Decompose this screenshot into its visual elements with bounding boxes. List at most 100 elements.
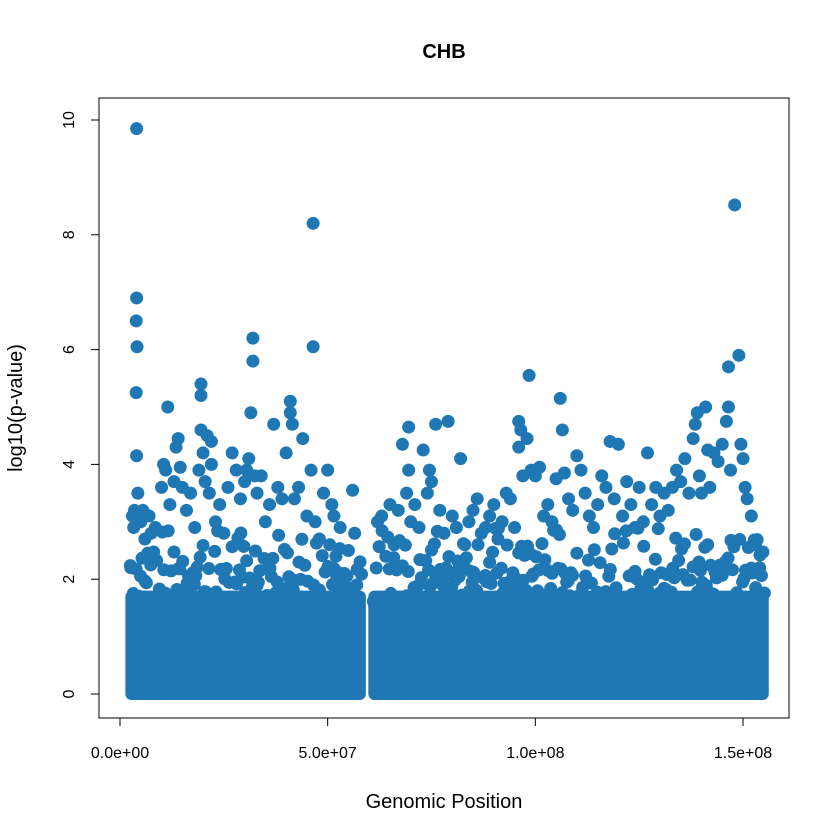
data-point <box>244 406 258 420</box>
data-point <box>233 492 247 506</box>
dense-point <box>128 613 142 627</box>
data-point <box>682 486 696 500</box>
dense-point <box>240 554 254 568</box>
data-point <box>632 480 646 494</box>
data-point <box>279 446 293 460</box>
dense-point <box>502 621 516 635</box>
chart-title: CHB <box>422 41 465 63</box>
dense-point <box>557 600 571 614</box>
data-point <box>204 434 218 448</box>
dense-point <box>401 565 415 579</box>
dense-point <box>683 573 697 587</box>
data-point <box>640 446 654 460</box>
dense-point <box>221 599 235 613</box>
dense-point <box>481 611 495 625</box>
data-point <box>308 515 322 529</box>
dense-point <box>635 614 649 628</box>
dense-point <box>474 590 488 604</box>
dense-point <box>608 527 622 541</box>
dense-point <box>203 623 217 637</box>
dense-point <box>266 551 280 565</box>
dense-point <box>605 542 619 556</box>
data-point <box>429 417 443 431</box>
data-point <box>395 437 409 451</box>
dense-point <box>403 629 417 643</box>
data-point <box>470 492 484 506</box>
data-point <box>275 492 289 506</box>
dense-point <box>167 545 181 559</box>
data-point <box>196 446 210 460</box>
data-point <box>184 486 198 500</box>
dense-point <box>190 560 204 574</box>
data-point <box>545 515 559 529</box>
dense-point <box>459 551 473 565</box>
dense-point <box>304 590 318 604</box>
data-point <box>350 578 364 592</box>
dense-point <box>609 581 623 595</box>
data-point <box>130 449 144 463</box>
dense-point <box>212 607 226 621</box>
data-point <box>242 452 256 466</box>
data-point <box>586 521 600 535</box>
dense-point <box>471 538 485 552</box>
data-point <box>173 460 187 474</box>
dense-point <box>132 589 146 603</box>
dense-point <box>237 539 251 553</box>
dense-point <box>196 539 210 553</box>
dense-point <box>420 590 434 604</box>
data-point <box>250 486 264 500</box>
dense-data-band <box>123 521 771 700</box>
dense-point <box>161 524 175 538</box>
dense-point <box>752 622 766 636</box>
dense-block-2 <box>368 590 769 700</box>
dense-point <box>202 562 216 576</box>
data-point <box>263 498 277 512</box>
dense-point <box>538 553 552 567</box>
x-axis: 0.0e+00 5.0e+07 1.0e+08 1.5e+08 <box>91 717 772 762</box>
data-point <box>491 532 505 546</box>
dense-point <box>183 605 197 619</box>
data-point <box>412 521 426 535</box>
data-point <box>703 480 717 494</box>
data-point <box>522 368 536 382</box>
dense-point <box>493 606 507 620</box>
data-point <box>238 475 252 489</box>
dense-point <box>369 561 383 575</box>
dense-point <box>743 601 757 615</box>
data-point <box>454 452 468 466</box>
data-point <box>304 463 318 477</box>
data-point <box>670 463 684 477</box>
data-point <box>408 498 422 512</box>
dense-point <box>312 583 326 597</box>
data-point <box>130 340 144 354</box>
data-point <box>225 446 239 460</box>
dense-point <box>483 555 497 569</box>
data-point <box>728 198 742 212</box>
data-point <box>555 423 569 437</box>
x-axis-label: Genomic Position <box>366 791 523 813</box>
data-point <box>520 432 534 446</box>
dense-point <box>446 628 460 642</box>
data-point <box>744 509 758 523</box>
data-point <box>425 475 438 489</box>
dense-point <box>486 545 500 559</box>
dense-point <box>298 558 312 572</box>
dense-point <box>544 581 558 595</box>
data-point <box>466 503 480 517</box>
dense-point <box>272 528 286 542</box>
data-point <box>148 521 162 535</box>
data-point <box>346 483 360 497</box>
data-point <box>325 498 339 512</box>
data-point <box>574 463 588 477</box>
data-point <box>179 503 193 517</box>
data-point <box>329 549 343 563</box>
data-point <box>458 538 472 552</box>
data-point <box>753 561 767 575</box>
dense-point <box>535 537 549 551</box>
dense-point <box>343 625 357 639</box>
dense-point <box>500 538 514 552</box>
data-point <box>391 503 405 517</box>
dense-point <box>682 607 696 621</box>
data-point <box>198 475 212 489</box>
